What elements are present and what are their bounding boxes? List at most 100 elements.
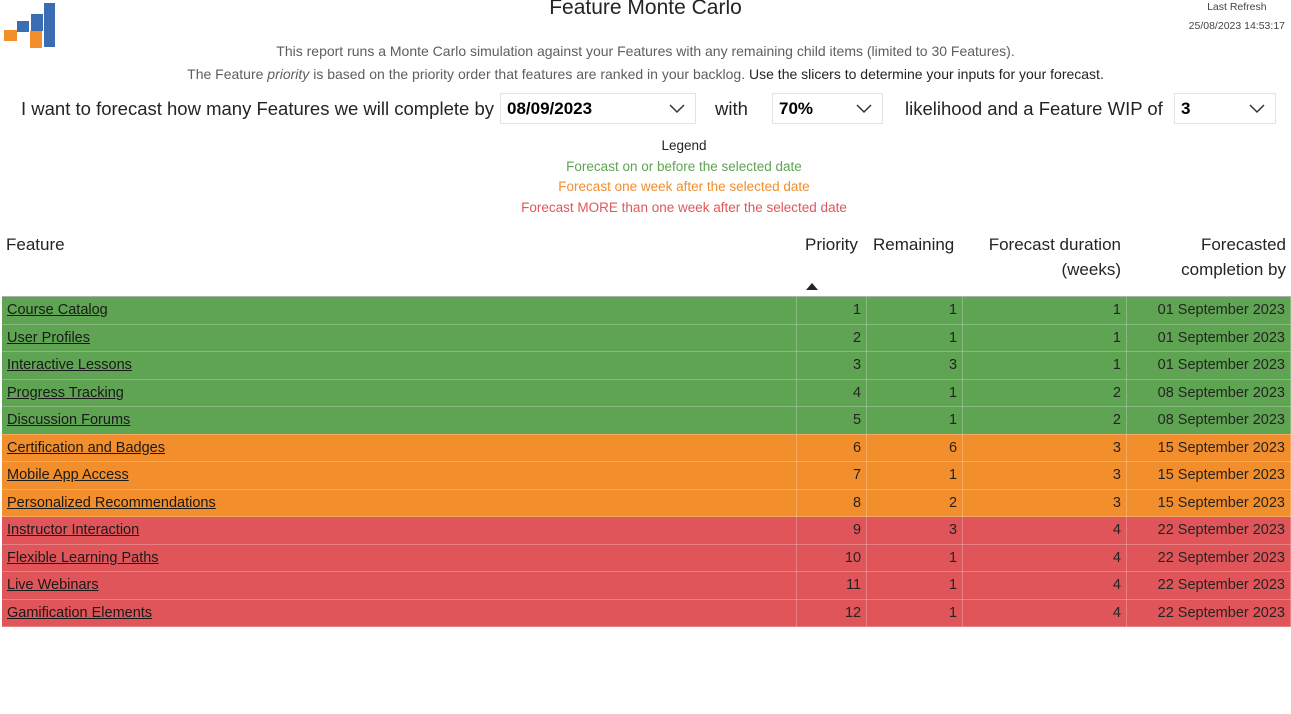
priority-cell: 7: [796, 461, 868, 490]
description-line-2: The Feature priority is based on the pri…: [187, 66, 1104, 82]
feature-cell: Interactive Lessons: [2, 351, 798, 380]
completion-cell: 01 September 2023: [1126, 297, 1291, 325]
duration-cell: 1: [962, 324, 1127, 352]
column-header-completion[interactable]: Forecasted completion by: [1181, 235, 1286, 279]
feature-link[interactable]: Discussion Forums: [7, 412, 131, 429]
remaining-cell: 1: [866, 379, 964, 407]
legend-red: Forecast MORE than one week after the se…: [521, 199, 847, 215]
feature-cell: Flexible Learning Paths: [2, 544, 798, 572]
completion-cell: 01 September 2023: [1126, 351, 1291, 380]
table-row: User Profiles 2 1 1 01 September 2023: [2, 324, 1291, 352]
wip-slicer-value: 3: [1181, 98, 1191, 118]
duration-cell: 3: [962, 461, 1127, 490]
table-row: Interactive Lessons 3 3 1 01 September 2023: [2, 351, 1291, 380]
feature-cell: Gamification Elements: [2, 599, 798, 627]
completion-cell: 22 September 2023: [1126, 544, 1291, 572]
feature-link[interactable]: Instructor Interaction: [7, 522, 140, 539]
feature-cell: Certification and Badges: [2, 434, 798, 462]
remaining-cell: 6: [866, 434, 964, 462]
completion-cell: 15 September 2023: [1126, 434, 1291, 462]
remaining-cell: 1: [866, 461, 964, 490]
remaining-cell: 1: [866, 571, 964, 600]
feature-link[interactable]: Live Webinars: [7, 577, 99, 594]
column-header-duration[interactable]: Forecast duration (weeks): [988, 235, 1121, 279]
sort-ascending-icon[interactable]: [806, 283, 818, 290]
table-row: Mobile App Access 7 1 3 15 September 2023: [2, 461, 1291, 490]
column-header-remaining[interactable]: Remaining: [873, 235, 955, 254]
table-row: Flexible Learning Paths 10 1 4 22 September …: [2, 544, 1291, 572]
priority-cell: 5: [796, 406, 868, 435]
chevron-down-icon: [856, 104, 872, 114]
feature-cell: Discussion Forums: [2, 406, 798, 435]
last-refresh-value: 25/08/2023 14:53:17: [1188, 20, 1285, 32]
completion-cell: 01 September 2023: [1126, 324, 1291, 352]
remaining-cell: 1: [866, 599, 964, 627]
priority-cell: 1: [796, 297, 868, 325]
chevron-down-icon: [1249, 104, 1265, 114]
remaining-cell: 3: [866, 351, 964, 380]
feature-link[interactable]: Progress Tracking: [7, 384, 124, 401]
priority-cell: 9: [796, 516, 868, 545]
duration-cell: 3: [962, 434, 1127, 462]
report-logo: [4, 0, 56, 48]
page-title: Feature Monte Carlo: [549, 0, 742, 19]
last-refresh: Last Refresh 25/08/2023 14:53:17: [1189, 0, 1285, 36]
chevron-down-icon: [669, 104, 685, 114]
completion-cell: 08 September 2023: [1126, 379, 1291, 407]
date-slicer[interactable]: 08/09/2023: [500, 93, 696, 124]
feature-link[interactable]: Course Catalog: [7, 302, 108, 319]
feature-link[interactable]: Mobile App Access: [7, 467, 129, 484]
feature-link[interactable]: Interactive Lessons: [7, 357, 132, 374]
priority-cell: 4: [796, 379, 868, 407]
duration-cell: 2: [962, 379, 1127, 407]
table-row: Course Catalog 1 1 1 01 September 2023: [2, 297, 1291, 325]
duration-cell: 1: [962, 297, 1127, 325]
likelihood-slicer-value: 70%: [779, 98, 814, 118]
duration-cell: 2: [962, 406, 1127, 435]
completion-cell: 22 September 2023: [1126, 516, 1291, 545]
feature-cell: Course Catalog: [2, 297, 798, 325]
column-header-priority[interactable]: Priority: [805, 235, 858, 254]
table-row: Personalized Recommendations 8 2 3 15 Septem…: [2, 489, 1291, 517]
completion-cell: 08 September 2023: [1126, 406, 1291, 435]
feature-cell: Instructor Interaction: [2, 516, 798, 545]
priority-cell: 12: [796, 599, 868, 627]
remaining-cell: 1: [866, 544, 964, 572]
duration-cell: 3: [962, 489, 1127, 517]
legend-green: Forecast on or before the selected date: [566, 158, 802, 174]
forecast-input-sentence: I want to forecast how many Features we …: [0, 96, 1291, 130]
table-row: Discussion Forums 5 1 2 08 September 2023: [2, 406, 1291, 435]
completion-cell: 22 September 2023: [1126, 599, 1291, 627]
feature-cell: Progress Tracking: [2, 379, 798, 407]
remaining-cell: 1: [866, 406, 964, 435]
priority-cell: 3: [796, 351, 868, 380]
wip-slicer[interactable]: 3: [1174, 93, 1276, 124]
remaining-cell: 1: [866, 297, 964, 325]
feature-link[interactable]: User Profiles: [7, 329, 90, 346]
legend-title: Legend: [661, 138, 707, 153]
priority-cell: 11: [796, 571, 868, 600]
feature-link[interactable]: Certification and Badges: [7, 439, 165, 456]
description-line-1: This report runs a Monte Carlo simulatio…: [276, 43, 1015, 59]
legend-orange: Forecast one week after the selected dat…: [558, 179, 810, 194]
table-row: Progress Tracking 4 1 2 08 September 2023: [2, 379, 1291, 407]
completion-cell: 15 September 2023: [1126, 461, 1291, 490]
likelihood-slicer[interactable]: 70%: [772, 93, 883, 124]
priority-cell: 6: [796, 434, 868, 462]
duration-cell: 4: [962, 544, 1127, 572]
completion-cell: 22 September 2023: [1126, 571, 1291, 600]
feature-link[interactable]: Flexible Learning Paths: [7, 549, 159, 566]
feature-forecast-table: Course Catalog 1 1 1 01 September 2023 User P…: [2, 297, 1291, 627]
table-row: Instructor Interaction 9 3 4 22 September 20…: [2, 516, 1291, 545]
duration-cell: 4: [962, 516, 1127, 545]
duration-cell: 1: [962, 351, 1127, 380]
feature-cell: Personalized Recommendations: [2, 489, 798, 517]
feature-link[interactable]: Personalized Recommendations: [7, 494, 216, 511]
remaining-cell: 2: [866, 489, 964, 517]
feature-cell: Mobile App Access: [2, 461, 798, 490]
priority-cell: 10: [796, 544, 868, 572]
legend: Legend Forecast on or before the selecte…: [0, 136, 1291, 218]
feature-link[interactable]: Gamification Elements: [7, 604, 153, 621]
duration-cell: 4: [962, 599, 1127, 627]
column-header-feature[interactable]: Feature: [6, 235, 65, 254]
